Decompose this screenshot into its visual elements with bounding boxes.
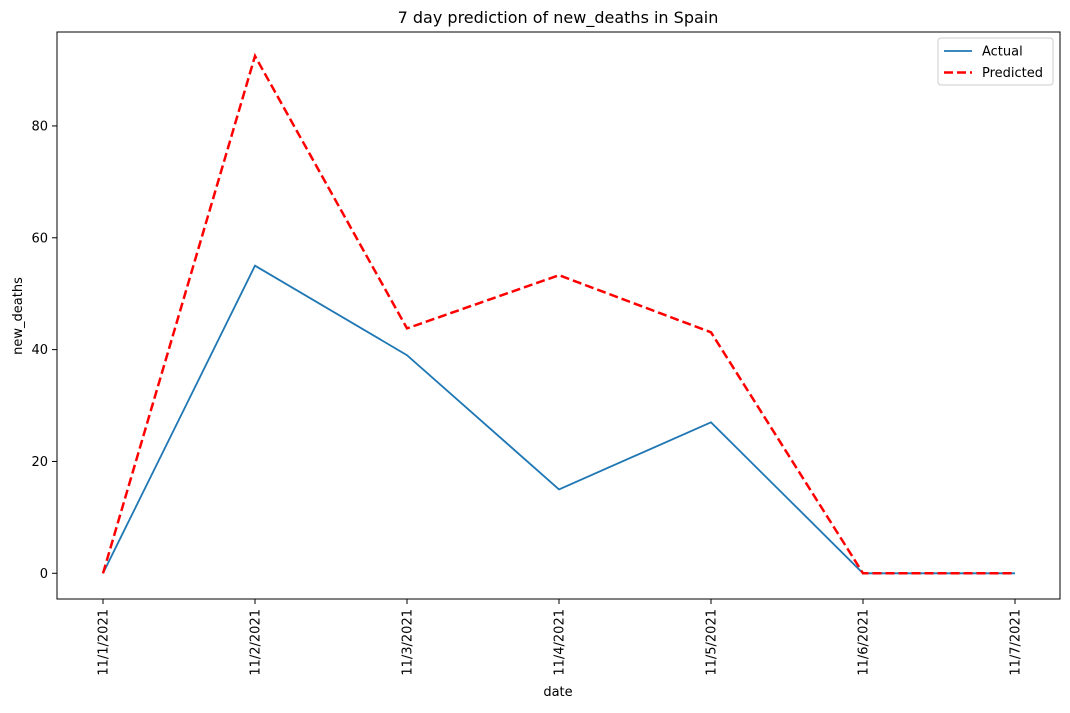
x-tick-label: 11/6/2021 bbox=[857, 609, 872, 676]
plot-frame bbox=[56, 31, 1061, 600]
legend-label-actual: Actual bbox=[982, 45, 1023, 60]
x-tick-label: 11/3/2021 bbox=[401, 609, 416, 676]
y-tick-label: 0 bbox=[40, 567, 48, 582]
y-tick-label: 40 bbox=[31, 343, 48, 358]
y-axis-label: new_deaths bbox=[11, 277, 26, 355]
legend: Actual Predicted bbox=[937, 37, 1054, 86]
x-tick-label: 11/7/2021 bbox=[1009, 609, 1024, 676]
y-tick-label: 80 bbox=[31, 119, 48, 134]
y-tick-label: 20 bbox=[31, 455, 48, 470]
legend-label-predicted: Predicted bbox=[982, 66, 1043, 81]
x-tick-label: 11/1/2021 bbox=[97, 609, 112, 676]
x-axis-label: date bbox=[543, 685, 572, 700]
series-layer bbox=[101, 52, 1015, 575]
x-tick-label: 11/5/2021 bbox=[705, 609, 720, 676]
x-tick-label: 11/4/2021 bbox=[553, 609, 568, 676]
x-tick-label: 11/2/2021 bbox=[249, 609, 264, 676]
series-line-predicted bbox=[101, 52, 1015, 575]
series-line-actual bbox=[102, 264, 1015, 575]
y-tick-label: 60 bbox=[31, 231, 48, 246]
chart-title: 7 day prediction of new_deaths in Spain bbox=[398, 8, 719, 28]
x-axis: 11/1/2021 11/2/2021 11/3/2021 11/4/2021 11/5… bbox=[97, 599, 1024, 676]
y-axis: 0 20 40 60 80 bbox=[31, 119, 57, 582]
legend-box bbox=[937, 37, 1054, 86]
